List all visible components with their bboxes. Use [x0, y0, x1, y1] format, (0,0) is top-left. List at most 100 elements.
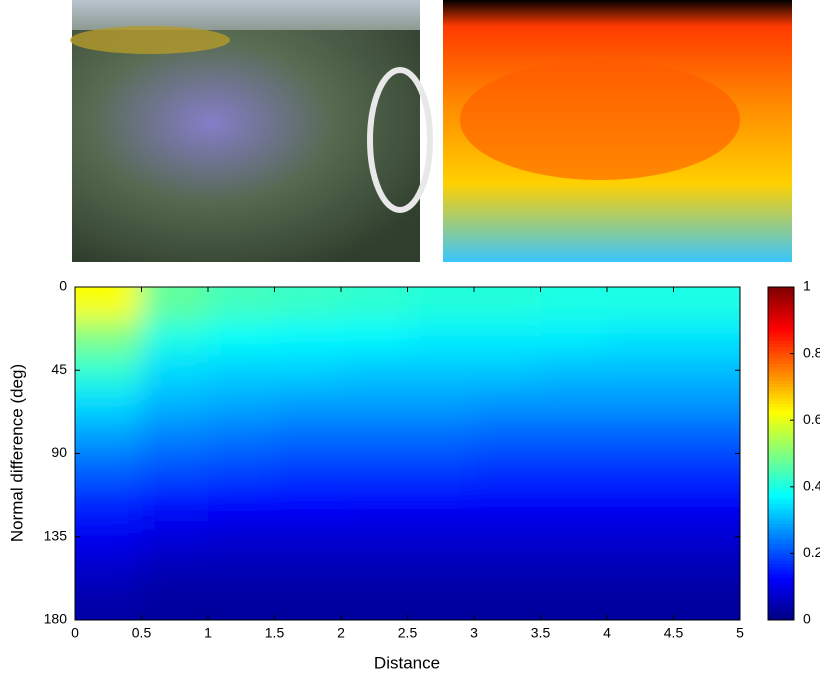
- heatmap-cell: [407, 353, 475, 388]
- colorbar-swatch: [768, 483, 794, 488]
- x-tick-label: 0: [71, 625, 79, 641]
- heatmap-cell: [75, 420, 143, 455]
- heatmap-cell: [673, 486, 740, 522]
- heatmap-cell: [474, 553, 542, 588]
- colorbar-swatch: [768, 446, 794, 451]
- heatmap-cell: [540, 453, 608, 488]
- colorbar-swatch: [768, 416, 794, 421]
- heatmap-cell: [141, 486, 209, 522]
- heatmap-cell: [673, 586, 740, 620]
- heatmap-cell: [407, 486, 475, 522]
- colorbar-swatch: [768, 287, 794, 291]
- heatmap-cell: [141, 320, 209, 355]
- heatmap-cell: [274, 553, 342, 588]
- colorbar-swatch: [768, 530, 794, 535]
- colorbar-swatch: [768, 493, 794, 498]
- colorbar-swatch: [768, 563, 794, 568]
- heatmap-cell: [540, 420, 608, 455]
- colorbar-swatch: [768, 353, 794, 358]
- heatmap-cell: [673, 420, 740, 455]
- y-tick-label: 45: [51, 361, 67, 377]
- heatmap-cell: [75, 486, 143, 522]
- heatmap-cell: [407, 386, 475, 422]
- colorbar-swatch: [768, 450, 794, 455]
- colorbar-swatch: [768, 546, 794, 551]
- colorbar-swatch: [768, 600, 794, 604]
- heatmap-cell: [341, 453, 409, 488]
- colorbar-swatch: [768, 593, 794, 598]
- colorbar-swatch: [768, 296, 794, 301]
- colorbar-swatch: [768, 316, 794, 321]
- colorbar-swatch: [768, 580, 794, 584]
- x-tick-label: 4.5: [664, 625, 684, 641]
- colorbar-swatch: [768, 573, 794, 578]
- colorbar-swatch: [768, 340, 794, 345]
- heatmap-cell: [141, 586, 209, 620]
- heatmap-cell: [474, 287, 542, 322]
- heatmap-cells: [75, 287, 740, 620]
- x-tick-label: 0.5: [132, 625, 152, 641]
- heatmap-cell: [474, 486, 542, 522]
- heatmap-cell: [75, 453, 143, 488]
- heatmap-cell: [607, 520, 675, 555]
- heatmap-cell: [607, 553, 675, 588]
- colorbar-swatch: [768, 420, 794, 425]
- y-tick-label: 90: [51, 444, 67, 460]
- colorbar-swatch: [768, 303, 794, 308]
- heatmap-cell: [208, 553, 276, 588]
- heatmap-cell: [274, 486, 342, 522]
- colorbar-swatch: [768, 390, 794, 395]
- colorbar-swatch: [768, 510, 794, 515]
- colorbar-swatch: [768, 373, 794, 378]
- heatmap-cell: [141, 353, 209, 388]
- x-axis-label: Distance: [374, 653, 440, 672]
- heatmap-cell: [75, 287, 143, 322]
- colorbar-swatch: [768, 460, 794, 465]
- y-axis-label: Normal difference (deg): [7, 364, 26, 542]
- heatmap-cell: [673, 453, 740, 488]
- heatmap-cell: [607, 420, 675, 455]
- x-tick-label: 1: [204, 625, 212, 641]
- colorbar-swatch: [768, 613, 794, 618]
- heatmap-cell: [341, 353, 409, 388]
- colorbar-swatch: [768, 533, 794, 538]
- heatmap-cell: [474, 520, 542, 555]
- x-tick-label: 2.5: [398, 625, 418, 641]
- heatmap-cell: [407, 287, 475, 322]
- colorbar-swatch: [768, 313, 794, 318]
- heatmap-cell: [607, 586, 675, 620]
- heatmap-cell: [274, 320, 342, 355]
- heatmap-cell: [407, 553, 475, 588]
- colorbar-swatch: [768, 550, 794, 554]
- colorbar-swatch: [768, 300, 794, 305]
- heatmap-cell: [474, 320, 542, 355]
- rendered-image: [70, 0, 433, 262]
- colorbar-swatch: [768, 320, 794, 325]
- heatmap-cell: [607, 353, 675, 388]
- heatmap-cell: [673, 287, 740, 322]
- colorbar-swatch: [768, 513, 794, 518]
- heatmap-cell: [474, 420, 542, 455]
- colorbar-swatch: [768, 293, 794, 298]
- colorbar-frame: [767, 286, 795, 621]
- colorbar-swatch: [768, 503, 794, 508]
- heatmap-cell: [274, 353, 342, 388]
- heatmap-cell: [407, 453, 475, 488]
- colorbar-swatch: [768, 376, 794, 381]
- heatmap-cell: [540, 353, 608, 388]
- heatmap-cell: [208, 420, 276, 455]
- heatmap-cell: [474, 353, 542, 388]
- heatmap-cell: [141, 386, 209, 422]
- colorbar-swatch: [768, 500, 794, 505]
- colorbar-swatch: [768, 470, 794, 475]
- heatmap-cell: [274, 386, 342, 422]
- colorbar-swatch: [768, 553, 794, 558]
- colorbar-tick-label: 0.6: [803, 411, 820, 427]
- colorbar-swatch: [768, 403, 794, 408]
- heatmap-cell: [141, 453, 209, 488]
- heatmap-cell: [540, 520, 608, 555]
- heatmap-cell: [208, 586, 276, 620]
- colorbar-swatch: [768, 410, 794, 415]
- colorbar-swatch: [768, 560, 794, 564]
- colorbar-swatch: [768, 370, 794, 375]
